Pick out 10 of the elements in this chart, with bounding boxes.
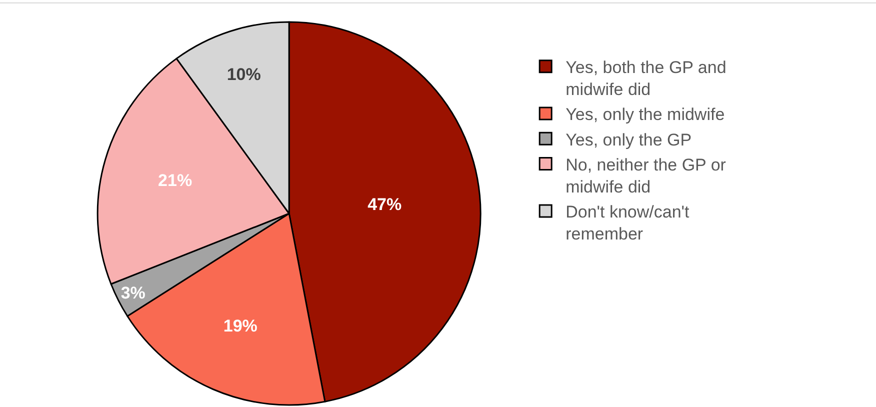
- legend-label: Yes, both the GP and midwife did: [566, 58, 726, 100]
- legend-label: Don't know/can't remember: [566, 202, 690, 244]
- data-label: 47%: [368, 194, 402, 214]
- legend-label: Yes, only the GP: [566, 130, 692, 150]
- legend-label: Yes, only the midwife: [566, 105, 725, 124]
- data-label: 21%: [158, 170, 192, 190]
- data-label: 3%: [120, 283, 146, 302]
- data-label: 10%: [226, 64, 261, 84]
- legend-label: No, neither the GP or midwife did: [566, 155, 726, 196]
- data-label: 19%: [223, 316, 258, 336]
